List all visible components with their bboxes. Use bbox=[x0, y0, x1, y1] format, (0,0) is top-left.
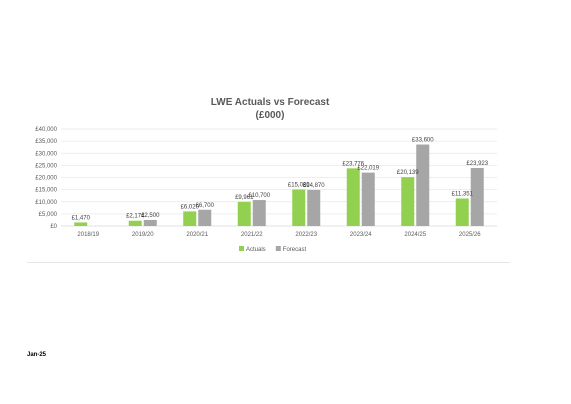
y-tick-label: £15,000 bbox=[35, 188, 57, 194]
chart-subtitle: (£000) bbox=[256, 110, 285, 121]
y-tick-label: £40,000 bbox=[35, 127, 57, 133]
data-label: £33,600 bbox=[412, 138, 434, 144]
legend-label: Actuals bbox=[246, 247, 266, 253]
data-label: £23,776 bbox=[342, 161, 364, 167]
bar-actuals bbox=[74, 222, 88, 226]
legend-swatch-forecast bbox=[275, 246, 281, 251]
bar-actuals bbox=[183, 211, 197, 226]
bar-actuals bbox=[292, 189, 306, 226]
y-tick-label: £0 bbox=[50, 224, 57, 230]
data-label: £10,700 bbox=[248, 193, 270, 199]
data-label: £15,080 bbox=[288, 182, 310, 188]
data-label: £6,700 bbox=[196, 203, 215, 209]
bar-forecast bbox=[307, 189, 321, 226]
x-tick-label: 2022/23 bbox=[295, 232, 317, 238]
bar-actuals bbox=[237, 201, 251, 226]
y-tick-label: £10,000 bbox=[35, 200, 57, 206]
y-tick-label: £25,000 bbox=[35, 163, 57, 169]
legend-label: Forecast bbox=[283, 247, 307, 253]
data-label: £2,174 bbox=[126, 214, 145, 220]
data-label: £20,139 bbox=[397, 170, 419, 176]
x-axis: 2018/19 2019/20 2020/21 2021/22 2022/23 2023/… bbox=[77, 232, 481, 238]
footer-date-label: Jan-25 bbox=[27, 352, 47, 358]
x-tick-label: 2020/21 bbox=[186, 232, 208, 238]
data-label: £11,351 bbox=[452, 191, 474, 197]
bar-actuals bbox=[401, 177, 415, 226]
legend: Actuals Forecast bbox=[239, 246, 306, 253]
data-label: £2,500 bbox=[141, 213, 160, 219]
y-tick-label: £30,000 bbox=[35, 151, 57, 157]
bar-forecast bbox=[252, 200, 266, 226]
bar-actuals bbox=[346, 168, 360, 226]
y-tick-label: £35,000 bbox=[35, 139, 57, 145]
chart-panel: LWE Actuals vs Forecast (£000) £0 £5,000 £… bbox=[27, 85, 510, 261]
data-label: £14,870 bbox=[303, 183, 325, 189]
data-label: £23,923 bbox=[466, 161, 488, 167]
data-label: £6,020 bbox=[181, 204, 200, 210]
y-tick-label: £5,000 bbox=[39, 212, 58, 218]
bar-forecast bbox=[198, 209, 212, 226]
x-tick-label: 2021/22 bbox=[241, 232, 263, 238]
x-tick-label: 2019/20 bbox=[132, 232, 154, 238]
bar-forecast bbox=[143, 219, 157, 226]
gridlines bbox=[61, 128, 497, 227]
data-labels: £1,470 £2,174£2,500 £6,020£6,700 £9,961£10,… bbox=[72, 138, 489, 222]
legend-swatch-actuals bbox=[239, 246, 244, 251]
data-label: £1,470 bbox=[72, 215, 91, 221]
chart-bottom-border bbox=[27, 262, 510, 263]
x-tick-label: 2025/26 bbox=[459, 232, 481, 238]
bar-chart: LWE Actuals vs Forecast (£000) £0£5,000£… bbox=[35, 97, 497, 253]
data-label: £22,019 bbox=[357, 166, 379, 172]
x-tick-label: 2018/19 bbox=[77, 232, 99, 238]
bar-forecast bbox=[416, 144, 430, 226]
bars bbox=[74, 144, 484, 226]
bar-forecast bbox=[361, 172, 375, 226]
y-axis: £0 £5,000 £10,000 £15,000 £20,000 £25,000 £30,… bbox=[35, 127, 57, 230]
bar-actuals bbox=[128, 220, 142, 226]
chart-title: LWE Actuals vs Forecast bbox=[211, 97, 330, 108]
x-tick-label: 2023/24 bbox=[350, 232, 372, 238]
bar-forecast bbox=[470, 167, 484, 226]
data-label: £9,961 bbox=[235, 195, 254, 201]
x-tick-label: 2024/25 bbox=[404, 232, 426, 238]
bar-actuals bbox=[455, 198, 469, 226]
y-tick-label: £20,000 bbox=[35, 176, 57, 182]
